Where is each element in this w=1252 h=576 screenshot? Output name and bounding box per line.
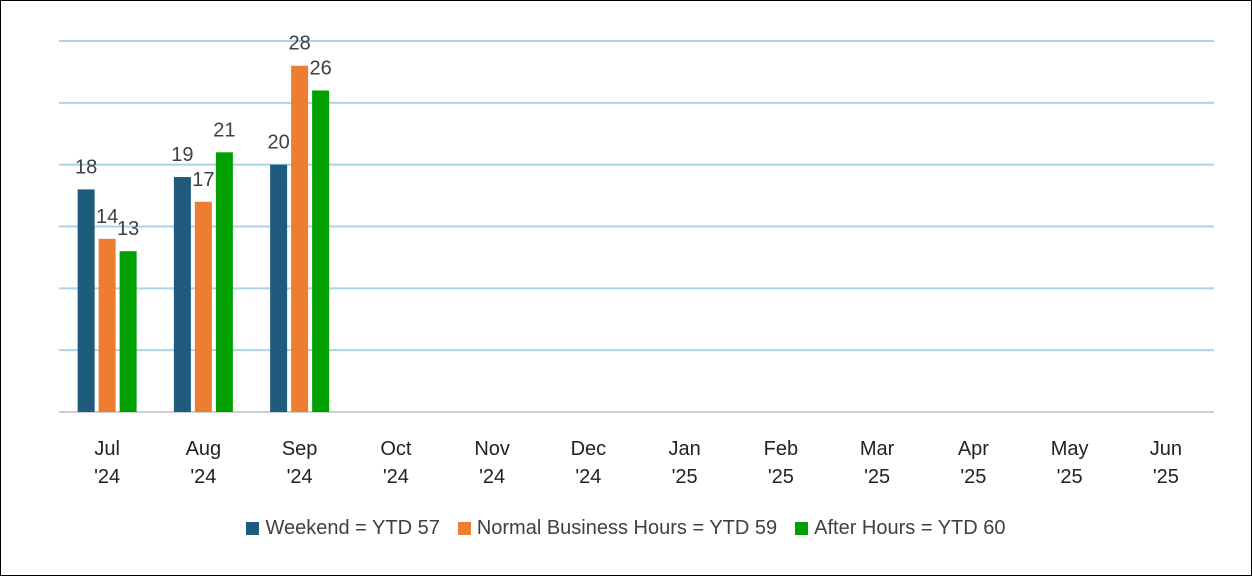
x-tick-label: Oct '24	[380, 438, 412, 488]
legend-label: Weekend = YTD 57	[265, 517, 440, 539]
legend-swatch	[246, 522, 260, 535]
legend-swatch	[457, 522, 471, 535]
legend: Weekend = YTD 57 Normal Business Hours = …	[1, 517, 1251, 540]
x-tick-label: Feb '25	[763, 438, 799, 488]
x-tick-label: May '25	[1050, 438, 1089, 488]
bar	[270, 164, 288, 412]
x-tick-label: Jan '25	[668, 438, 701, 488]
x-tick-label: Apr '25	[957, 438, 989, 488]
legend-swatch	[795, 522, 809, 535]
data-label: 17	[192, 169, 214, 191]
data-label: 20	[268, 132, 290, 154]
x-tick-label: Dec '24	[570, 438, 607, 488]
data-label: 28	[289, 33, 311, 55]
x-tick-label: Sep '24	[281, 438, 318, 488]
legend-label: After Hours = YTD 60	[814, 517, 1006, 539]
data-label: 14	[96, 206, 118, 228]
x-tick-label: Nov '24	[474, 438, 510, 488]
x-tick-label: Mar '25	[859, 438, 895, 488]
bar	[98, 238, 116, 412]
x-tick-label: Jul '24	[94, 438, 121, 488]
data-label: 21	[213, 119, 235, 141]
data-label: 13	[117, 218, 139, 240]
legend-item: After Hours = YTD 60	[795, 517, 1006, 540]
data-label: 18	[75, 156, 97, 178]
bar	[119, 251, 137, 412]
data-label: 26	[310, 57, 332, 79]
x-tick-label: Jun '25	[1149, 438, 1182, 488]
legend-item: Weekend = YTD 57	[246, 517, 440, 540]
bar	[215, 152, 233, 413]
bar	[312, 90, 330, 412]
bar	[77, 189, 95, 412]
legend-item: Normal Business Hours = YTD 59	[457, 517, 778, 540]
x-tick-label: Aug '24	[185, 438, 222, 488]
bar	[173, 177, 191, 412]
legend-label: Normal Business Hours = YTD 59	[476, 517, 778, 539]
bar	[291, 65, 309, 412]
bar	[194, 201, 212, 412]
data-label: 19	[171, 144, 193, 166]
